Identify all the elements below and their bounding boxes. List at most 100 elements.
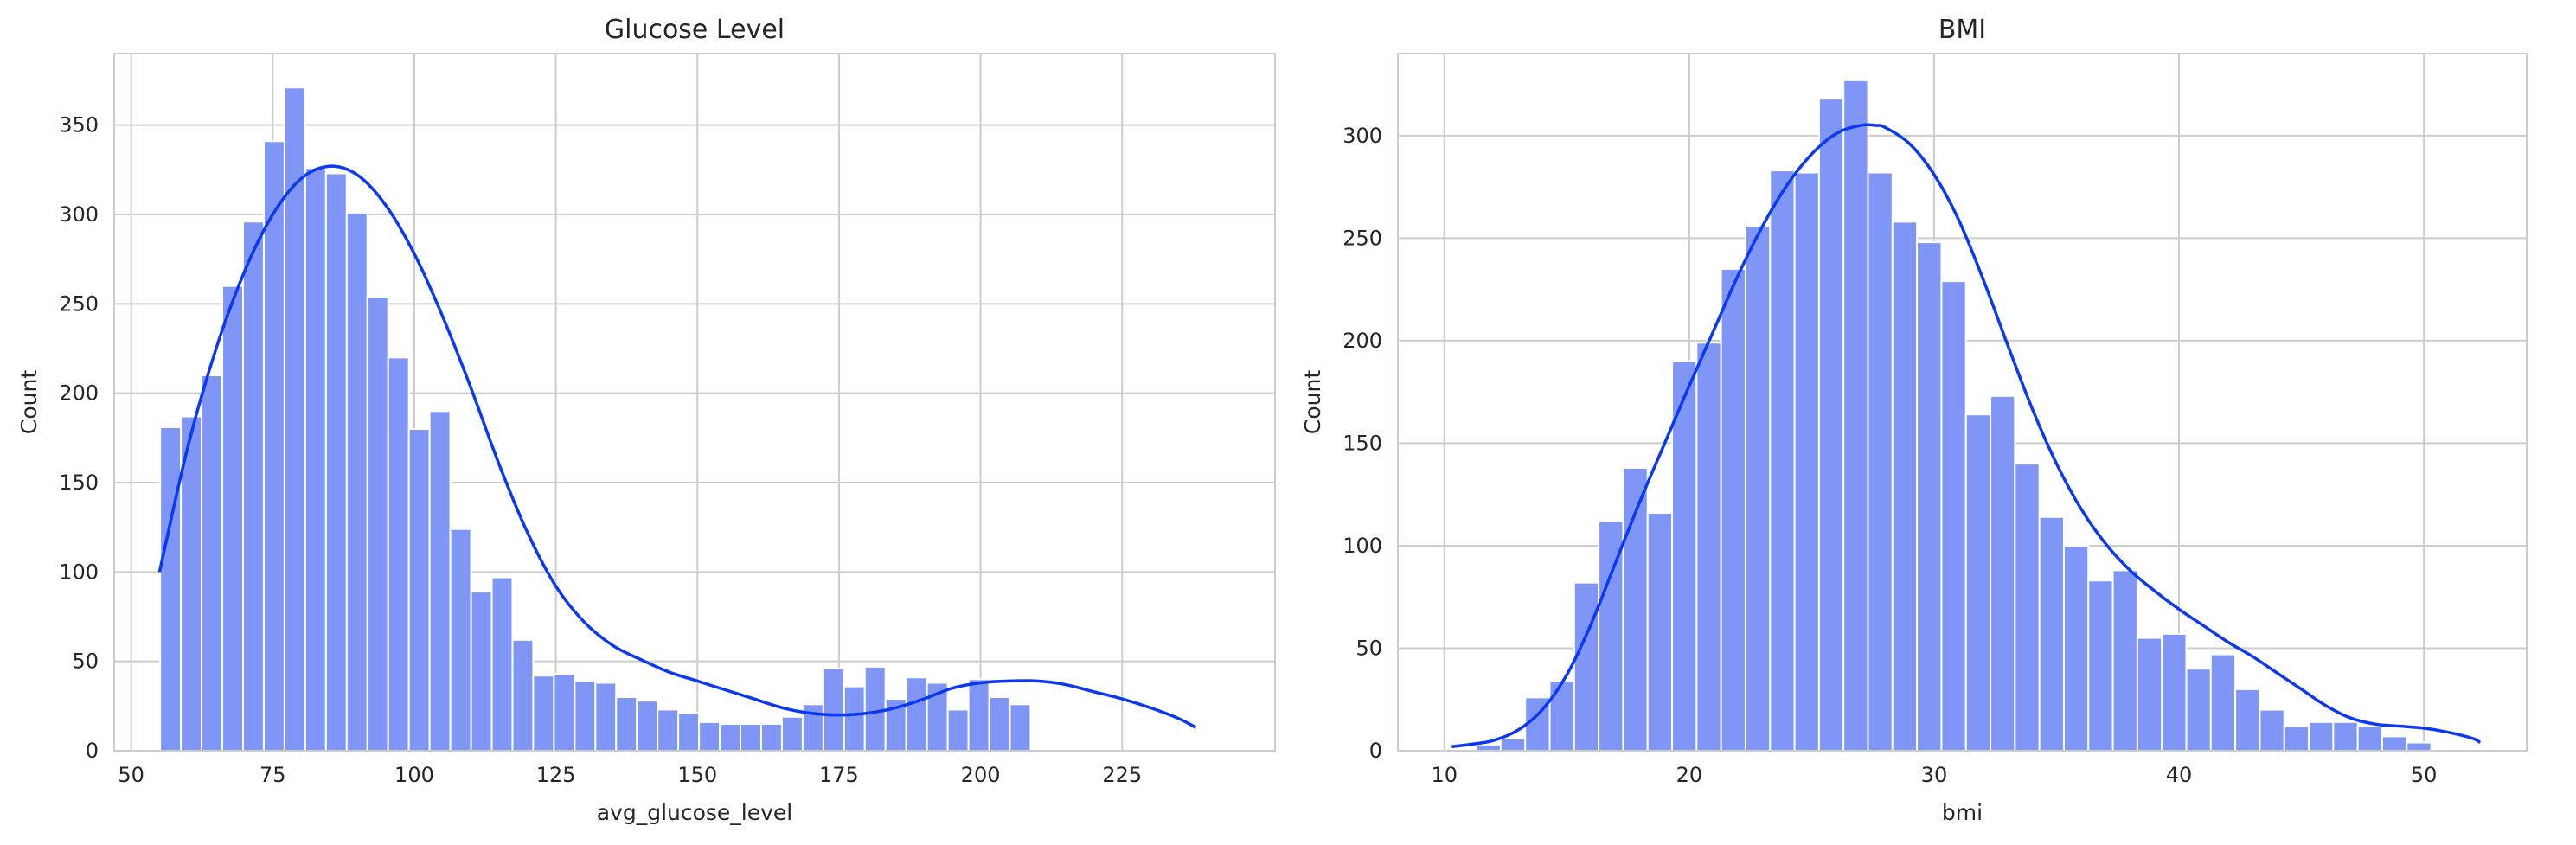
histogram-bar	[698, 720, 721, 752]
histogram-bar	[366, 296, 389, 752]
histogram-bar	[304, 167, 327, 752]
histogram-bar	[449, 528, 472, 752]
histogram-bar	[2014, 463, 2041, 752]
histogram-bar	[1573, 581, 1600, 752]
y-tick-label: 50	[1355, 636, 1382, 660]
y-tick-label: 0	[86, 739, 99, 763]
histogram-bar	[201, 374, 224, 752]
y-tick-label: 300	[59, 202, 99, 227]
histogram-bar	[822, 667, 845, 752]
histogram-bar	[159, 426, 183, 752]
y-tick-label: 250	[1342, 226, 1382, 250]
histogram-bar	[946, 708, 970, 752]
histogram-bar	[2332, 720, 2359, 752]
x-tick-label: 100	[394, 763, 434, 787]
histogram-bar	[1475, 743, 1502, 752]
x-tick-label: 150	[677, 763, 717, 787]
histogram-bar	[657, 708, 680, 752]
histogram-bar	[511, 638, 535, 752]
histogram-bar	[1646, 512, 1674, 752]
histogram-bar	[2038, 515, 2065, 752]
histogram-bar	[1867, 171, 1894, 752]
histogram-bar	[2234, 688, 2261, 752]
histogram-bar	[1817, 98, 1845, 752]
kde-curve	[157, 164, 1197, 729]
histogram-bar	[1842, 79, 1869, 752]
histogram-bar	[594, 682, 618, 752]
x-axis-label: avg_glucose_level	[597, 800, 793, 825]
histogram-bar	[470, 591, 493, 752]
y-axis-label: Count	[16, 370, 42, 434]
histogram-bar	[241, 221, 265, 752]
x-axis-label: bmi	[1942, 800, 1983, 825]
histogram-bar	[553, 673, 576, 752]
histogram-bar	[2259, 708, 2285, 752]
histogram-bar	[2381, 735, 2408, 752]
histogram-bar	[2161, 632, 2188, 752]
histogram-bar	[615, 696, 638, 752]
y-tick-label: 100	[59, 560, 99, 584]
histogram-bar	[636, 700, 659, 752]
y-axis-label: Count	[1300, 370, 1325, 434]
histogram-bar	[283, 86, 306, 752]
x-tick-label: 30	[1921, 763, 1948, 787]
y-tick-label: 200	[1342, 329, 1382, 353]
x-tick-label: 50	[118, 763, 144, 787]
histogram-bar	[740, 723, 762, 752]
histogram-bar	[1548, 680, 1575, 752]
histogram-bar	[2136, 637, 2163, 752]
histogram-bar	[262, 140, 285, 752]
histogram-bar	[2308, 720, 2335, 752]
y-tick-label: 150	[1342, 431, 1382, 455]
chart-title: BMI	[1938, 15, 1986, 45]
histogram-bar	[2209, 653, 2237, 752]
histogram-bar	[428, 410, 452, 752]
y-tick-label: 0	[1369, 739, 1382, 763]
glucose-level-panel: 50 75 100 125 150 175 200 225 0 50 100 150 200 250 300…	[16, 15, 1276, 825]
histogram-bar	[988, 696, 1011, 752]
x-tick-label: 125	[536, 763, 576, 787]
x-tick-label: 50	[2411, 763, 2438, 787]
histogram-bar	[1990, 394, 2016, 752]
histogram-bar	[780, 715, 804, 752]
x-tick-label: 40	[2166, 763, 2193, 787]
histogram-bar	[387, 356, 410, 752]
x-tick-label: 10	[1432, 763, 1458, 787]
histogram-bar	[1720, 267, 1746, 752]
kde-curve	[1451, 123, 2482, 748]
histogram-bar	[490, 576, 514, 752]
x-tick-label: 75	[260, 763, 286, 787]
x-tick-label: 20	[1676, 763, 1703, 787]
histogram-bar	[1769, 170, 1796, 752]
histogram-bar	[1499, 737, 1527, 752]
histogram-bar	[863, 665, 887, 752]
histogram-bar	[2406, 741, 2432, 752]
histogram-bar	[407, 428, 431, 752]
histogram-bar	[2111, 569, 2138, 752]
y-tick-label: 350	[59, 113, 99, 138]
histogram-bar	[1891, 221, 1919, 752]
x-tick-label: 175	[819, 763, 859, 787]
histogram-bar	[2356, 725, 2383, 752]
chart-title: Glucose Level	[605, 15, 785, 45]
histogram-bar	[221, 285, 244, 752]
histogram-bar	[905, 676, 928, 752]
histogram-bar	[1940, 280, 1967, 752]
histogram-bar	[1964, 413, 1992, 752]
histogram-bar	[574, 680, 597, 752]
histogram-bar	[2062, 544, 2090, 752]
histogram-bar	[677, 712, 701, 752]
histogram-bar	[843, 685, 866, 752]
y-tick-label: 50	[72, 650, 99, 674]
histogram-bar	[2283, 725, 2310, 752]
histogram-bar	[1009, 703, 1032, 752]
y-tick-label: 150	[59, 471, 99, 495]
y-tick-label: 250	[59, 291, 99, 316]
y-tick-label: 100	[1342, 534, 1382, 558]
y-tick-label: 200	[59, 381, 99, 406]
histogram-bar	[967, 678, 990, 752]
histogram-bar	[719, 723, 742, 752]
axes-frame	[1397, 53, 2528, 752]
histogram-bar	[1793, 171, 1820, 752]
